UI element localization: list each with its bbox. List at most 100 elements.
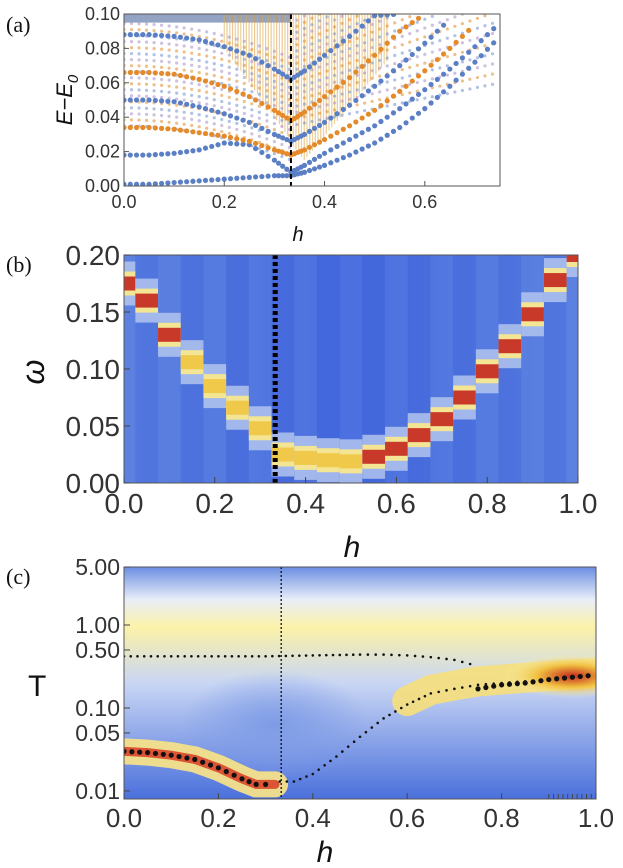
panel-a-level-point	[196, 104, 202, 110]
panel-a-level-point	[246, 138, 252, 144]
panel-a-dense-point	[430, 14, 434, 18]
panel-c-lower-crossover-dot	[323, 763, 326, 767]
panel-a-level-point	[215, 42, 221, 48]
panel-b-column-bg	[362, 255, 386, 483]
panel-a-dense-point	[310, 74, 314, 78]
panel-a-level-point	[265, 173, 271, 179]
panel-a-dense-point	[182, 122, 186, 126]
panel-a-dense-point	[400, 76, 404, 80]
panel-a-dense-point	[325, 89, 329, 93]
panel-a-level-point	[124, 32, 127, 38]
panel-a-dense-point	[430, 59, 434, 63]
panel-a-dense-point	[160, 107, 164, 112]
panel-a-dense-point	[332, 25, 337, 29]
panel-a-dense-point	[310, 87, 314, 91]
panel-a-dense-point	[460, 22, 464, 26]
panel-a-level-point	[215, 142, 221, 148]
panel-a-dense-point	[317, 78, 322, 82]
panel-a-level-point	[316, 164, 323, 170]
panel-a-dense-point	[400, 18, 404, 22]
panel-c-upper-crossover-dot	[142, 654, 146, 658]
panel-c-upper-crossover-dot	[298, 654, 301, 657]
panel-a-level-point	[234, 136, 240, 142]
panel-a-level-point	[190, 102, 196, 109]
panel-a-dense-point	[310, 29, 314, 33]
panel-a-level-point	[466, 65, 472, 71]
panel-a-dense-point	[468, 58, 472, 62]
panel-a-dense-point	[302, 121, 307, 125]
panel-a-dense-point	[332, 108, 337, 112]
panel-a-level-point	[484, 32, 491, 38]
panel-a-level-point	[240, 175, 246, 181]
panel-a-level-point	[390, 14, 397, 18]
panel-a-dense-point	[235, 79, 239, 83]
panel-c-lower-crossover-dot	[468, 684, 472, 688]
panel-a-level-point	[184, 74, 190, 80]
panel-a-dense-point	[152, 107, 156, 111]
panel-a-dense-point	[272, 121, 276, 126]
panel-a-dense-point	[182, 50, 186, 54]
panel-a-dense-point	[167, 24, 171, 28]
panel-a-dense-point	[332, 39, 337, 43]
panel-a-level-point	[159, 98, 165, 104]
panel-c-lower-crossover-dot	[388, 713, 391, 717]
panel-a-dense-point	[190, 111, 194, 115]
panel-a-dense-point	[430, 77, 434, 81]
panel-a-dense-point	[355, 103, 359, 107]
panel-a-dense-point	[280, 52, 284, 56]
panel-a-dense-point	[197, 83, 201, 87]
panel-a-level-point	[140, 32, 146, 38]
panel-a-level-point	[246, 119, 252, 125]
panel-c-lower-crossover-dot	[437, 690, 440, 694]
panel-a-dense-point	[197, 95, 201, 99]
panel-a-level-point	[253, 97, 259, 103]
panel-a-dense-point	[295, 98, 299, 102]
panel-c-lower-crossover-dot	[311, 772, 315, 776]
panel-a-dense-point	[205, 102, 209, 106]
panel-a-dense-point	[363, 18, 367, 22]
panel-a-dense-point	[370, 61, 374, 65]
panel-a-dense-point	[265, 95, 269, 99]
panel-a-level-point	[372, 123, 378, 129]
panel-a-level-point	[316, 97, 323, 104]
panel-c-peak-dot	[554, 676, 560, 682]
panel-a-level-point	[403, 83, 409, 89]
panel-c-lower-crossover-dot	[429, 692, 433, 695]
panel-a-dense-point	[250, 78, 254, 82]
panel-c-upper-crossover-dot	[318, 653, 321, 657]
panel-c-peak-dot	[200, 759, 206, 765]
panel-a-level-point	[409, 78, 415, 84]
panel-c-lower-crossover-dot	[346, 745, 350, 748]
panel-a-dense-point	[415, 98, 419, 102]
panel-a-dense-point	[348, 68, 352, 72]
panel-a-dense-point	[400, 34, 404, 39]
panel-a-dense-point	[212, 128, 216, 132]
panel-a-level-point	[353, 133, 359, 139]
panel-a-level-point	[124, 181, 127, 186]
panel-a-dense-point	[235, 55, 239, 59]
panel-a-dense-point	[468, 77, 472, 81]
panel-a-level-point	[316, 122, 323, 128]
panel-a-dense-point	[160, 53, 164, 57]
panel-a-level-point	[301, 162, 308, 168]
panel-a-dense-point	[182, 56, 186, 60]
panel-a-dense-point	[460, 41, 464, 45]
panel-a-dense-point	[310, 48, 314, 53]
panel-a-level-point	[378, 78, 384, 84]
panel-a-dense-point	[220, 99, 224, 104]
panel-a-dense-point	[129, 106, 134, 110]
panel-a-dense-point	[129, 118, 134, 122]
panel-a-level-point	[259, 125, 265, 131]
panel-a-level-point	[441, 89, 447, 95]
panel-a-dense-point	[129, 94, 134, 98]
panel-a-dense-point	[370, 22, 374, 27]
panel-a-dense-point	[295, 122, 299, 127]
panel-a-level-point	[152, 70, 158, 76]
panel-a-level-point	[190, 75, 196, 81]
panel-b-column-peak	[543, 273, 567, 288]
panel-a-level-point	[378, 102, 384, 109]
panel-c-upper-crossover-dot	[445, 657, 448, 661]
panel-a-level-point	[384, 132, 390, 138]
panel-a-level-point	[280, 149, 286, 156]
